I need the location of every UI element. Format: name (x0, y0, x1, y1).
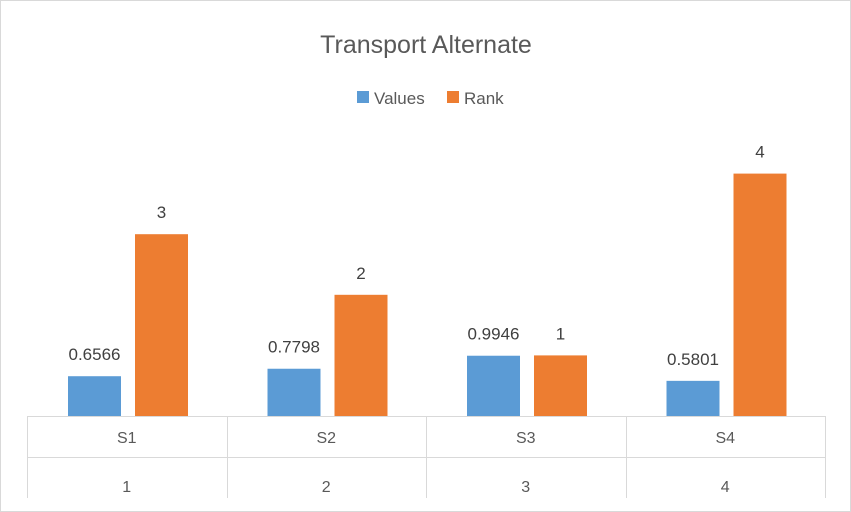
bar-values-s3 (467, 355, 520, 416)
bar-rank-s3 (534, 355, 587, 416)
bar-rank-s4 (733, 173, 787, 416)
chart-title: Transport Alternate (320, 31, 532, 59)
legend-label-rank: Rank (464, 89, 504, 108)
bar-values-s2 (267, 368, 321, 416)
bar-rank-s2 (334, 294, 388, 416)
data-label-values-s2: 0.7798 (268, 338, 320, 357)
category-label: S2 (316, 430, 336, 447)
category-label: S3 (516, 430, 536, 447)
bar-rank-s1 (135, 234, 188, 416)
bar-values-s4 (666, 380, 720, 416)
data-label-rank-s2: 2 (356, 264, 365, 283)
data-label-values-s4: 0.5801 (667, 350, 719, 369)
legend: Values Rank (357, 89, 504, 108)
category-sublabel: 2 (322, 479, 331, 496)
category-sublabel: 1 (122, 479, 131, 496)
plot-area: 0.6566 3 0.7798 2 0.9946 1 0.5801 4 (68, 143, 787, 416)
data-label-values-s1: 0.6566 (69, 345, 121, 364)
legend-swatch-rank (447, 91, 459, 103)
category-label: S4 (715, 430, 735, 447)
data-label-rank-s3: 1 (556, 324, 565, 343)
bar-values-s1 (68, 376, 121, 416)
data-label-rank-s1: 3 (157, 203, 166, 222)
data-label-rank-s4: 4 (755, 143, 764, 162)
category-sublabel: 3 (521, 479, 530, 496)
category-axis: S1 1 S2 2 S3 3 S4 4 (27, 416, 826, 498)
data-label-values-s3: 0.9946 (468, 325, 520, 344)
category-label: S1 (117, 430, 137, 447)
category-sublabel: 4 (721, 479, 730, 496)
legend-label-values: Values (374, 89, 425, 108)
legend-swatch-values (357, 91, 369, 103)
